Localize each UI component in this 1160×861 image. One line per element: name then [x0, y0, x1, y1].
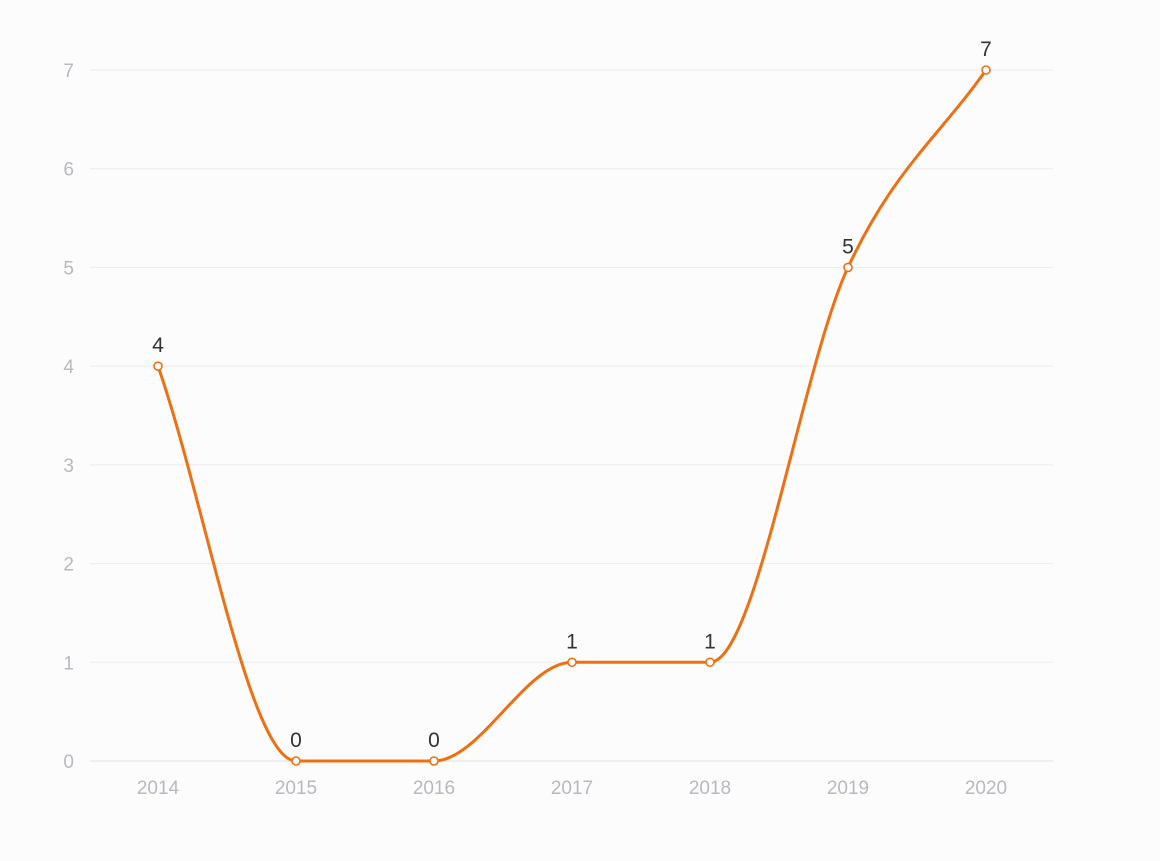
- x-tick-label: 2015: [275, 778, 317, 799]
- y-tick-label: 5: [63, 258, 74, 279]
- y-tick-label: 7: [63, 61, 74, 82]
- y-tick-label: 3: [63, 456, 74, 477]
- point-layer: [153, 65, 991, 766]
- data-label: 4: [152, 334, 164, 357]
- y-tick-label: 1: [63, 653, 74, 674]
- x-axis-ticks: 2014 2015 2016 2017 2018 2019 2020: [137, 778, 1007, 799]
- grid-layer: [90, 69, 1053, 762]
- y-tick-label: 2: [63, 555, 74, 576]
- data-point[interactable]: [291, 756, 301, 766]
- data-label: 1: [566, 630, 578, 653]
- y-tick-label: 0: [63, 752, 74, 773]
- data-label: 7: [980, 38, 992, 61]
- x-tick-label: 2019: [827, 778, 869, 799]
- x-tick-label: 2020: [965, 778, 1007, 799]
- x-tick-label: 2017: [551, 778, 593, 799]
- x-tick-label: 2018: [689, 778, 731, 799]
- data-point[interactable]: [153, 361, 163, 371]
- data-point[interactable]: [843, 262, 853, 273]
- data-point[interactable]: [567, 657, 577, 668]
- data-label-layer: 4 0 0 1 1 5 7: [152, 38, 992, 752]
- y-tick-label: 4: [63, 357, 74, 378]
- data-label: 5: [842, 235, 854, 258]
- data-label: 0: [290, 729, 302, 752]
- data-label: 1: [704, 630, 716, 653]
- x-tick-label: 2014: [137, 778, 180, 799]
- series-layer: [156, 68, 988, 763]
- data-point[interactable]: [705, 657, 715, 668]
- data-point[interactable]: [981, 65, 991, 75]
- series-line: [156, 68, 988, 763]
- y-axis-ticks: 0 1 2 3 4 5 6 7: [63, 61, 74, 773]
- data-label: 0: [428, 729, 440, 752]
- data-point[interactable]: [429, 756, 439, 766]
- y-tick-label: 6: [63, 160, 74, 181]
- x-tick-label: 2016: [413, 778, 455, 799]
